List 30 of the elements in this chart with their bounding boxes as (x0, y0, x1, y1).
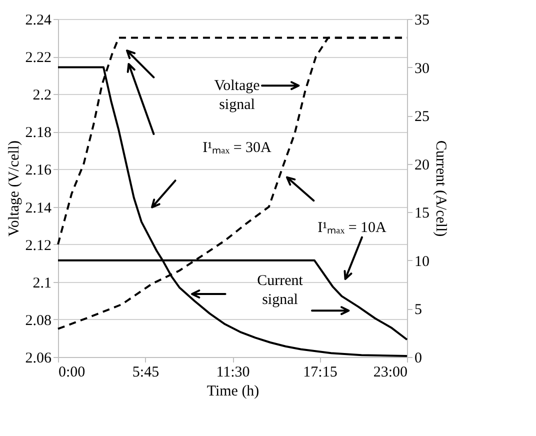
y-tick-label: 2.2 (32, 88, 52, 104)
y-tick-label: 2.18 (25, 125, 52, 142)
annotation: Voltage signal (214, 78, 260, 113)
y2-tick-label: 20 (414, 157, 430, 174)
y-tick-label: 2.1 (32, 275, 52, 292)
annotation: I¹ₘₐₓ = 10A (318, 220, 387, 236)
x-tick-label: 11:30 (216, 364, 250, 380)
y-tick-label: 2.08 (25, 312, 52, 329)
x-tick-label: 0:00 (58, 364, 86, 380)
y2-tick-label: 35 (414, 12, 430, 28)
y-tick-label: 2.24 (25, 12, 52, 28)
y2-axis-title: Current (A/cell) (432, 140, 448, 237)
y2-tick-label: 5 (414, 302, 422, 318)
y-tick-label: 2.06 (25, 350, 52, 366)
y-tick-label: 2.14 (25, 200, 52, 216)
y2-tick-label: 30 (414, 60, 430, 77)
annotation: I¹ₘₐₓ = 30A (202, 140, 272, 156)
y2-tick-label: 10 (414, 254, 430, 270)
x-tick-label: 5:45 (132, 364, 160, 380)
y2-tick-label: 0 (414, 350, 422, 366)
y-tick-label: 2.12 (25, 238, 52, 254)
y-tick-label: 2.16 (25, 162, 52, 179)
x-tick-label: 17:15 (303, 364, 338, 380)
annotation: Current signal (257, 273, 304, 308)
y-tick-label: 2.22 (25, 50, 52, 66)
y-axis-title: Voltage (V/cell) (6, 140, 22, 236)
y2-tick-label: 15 (414, 206, 430, 222)
y2-tick-label: 25 (414, 109, 430, 126)
x-axis-title: Time (h) (206, 384, 260, 400)
x-tick-label: 23:00 (373, 364, 408, 380)
